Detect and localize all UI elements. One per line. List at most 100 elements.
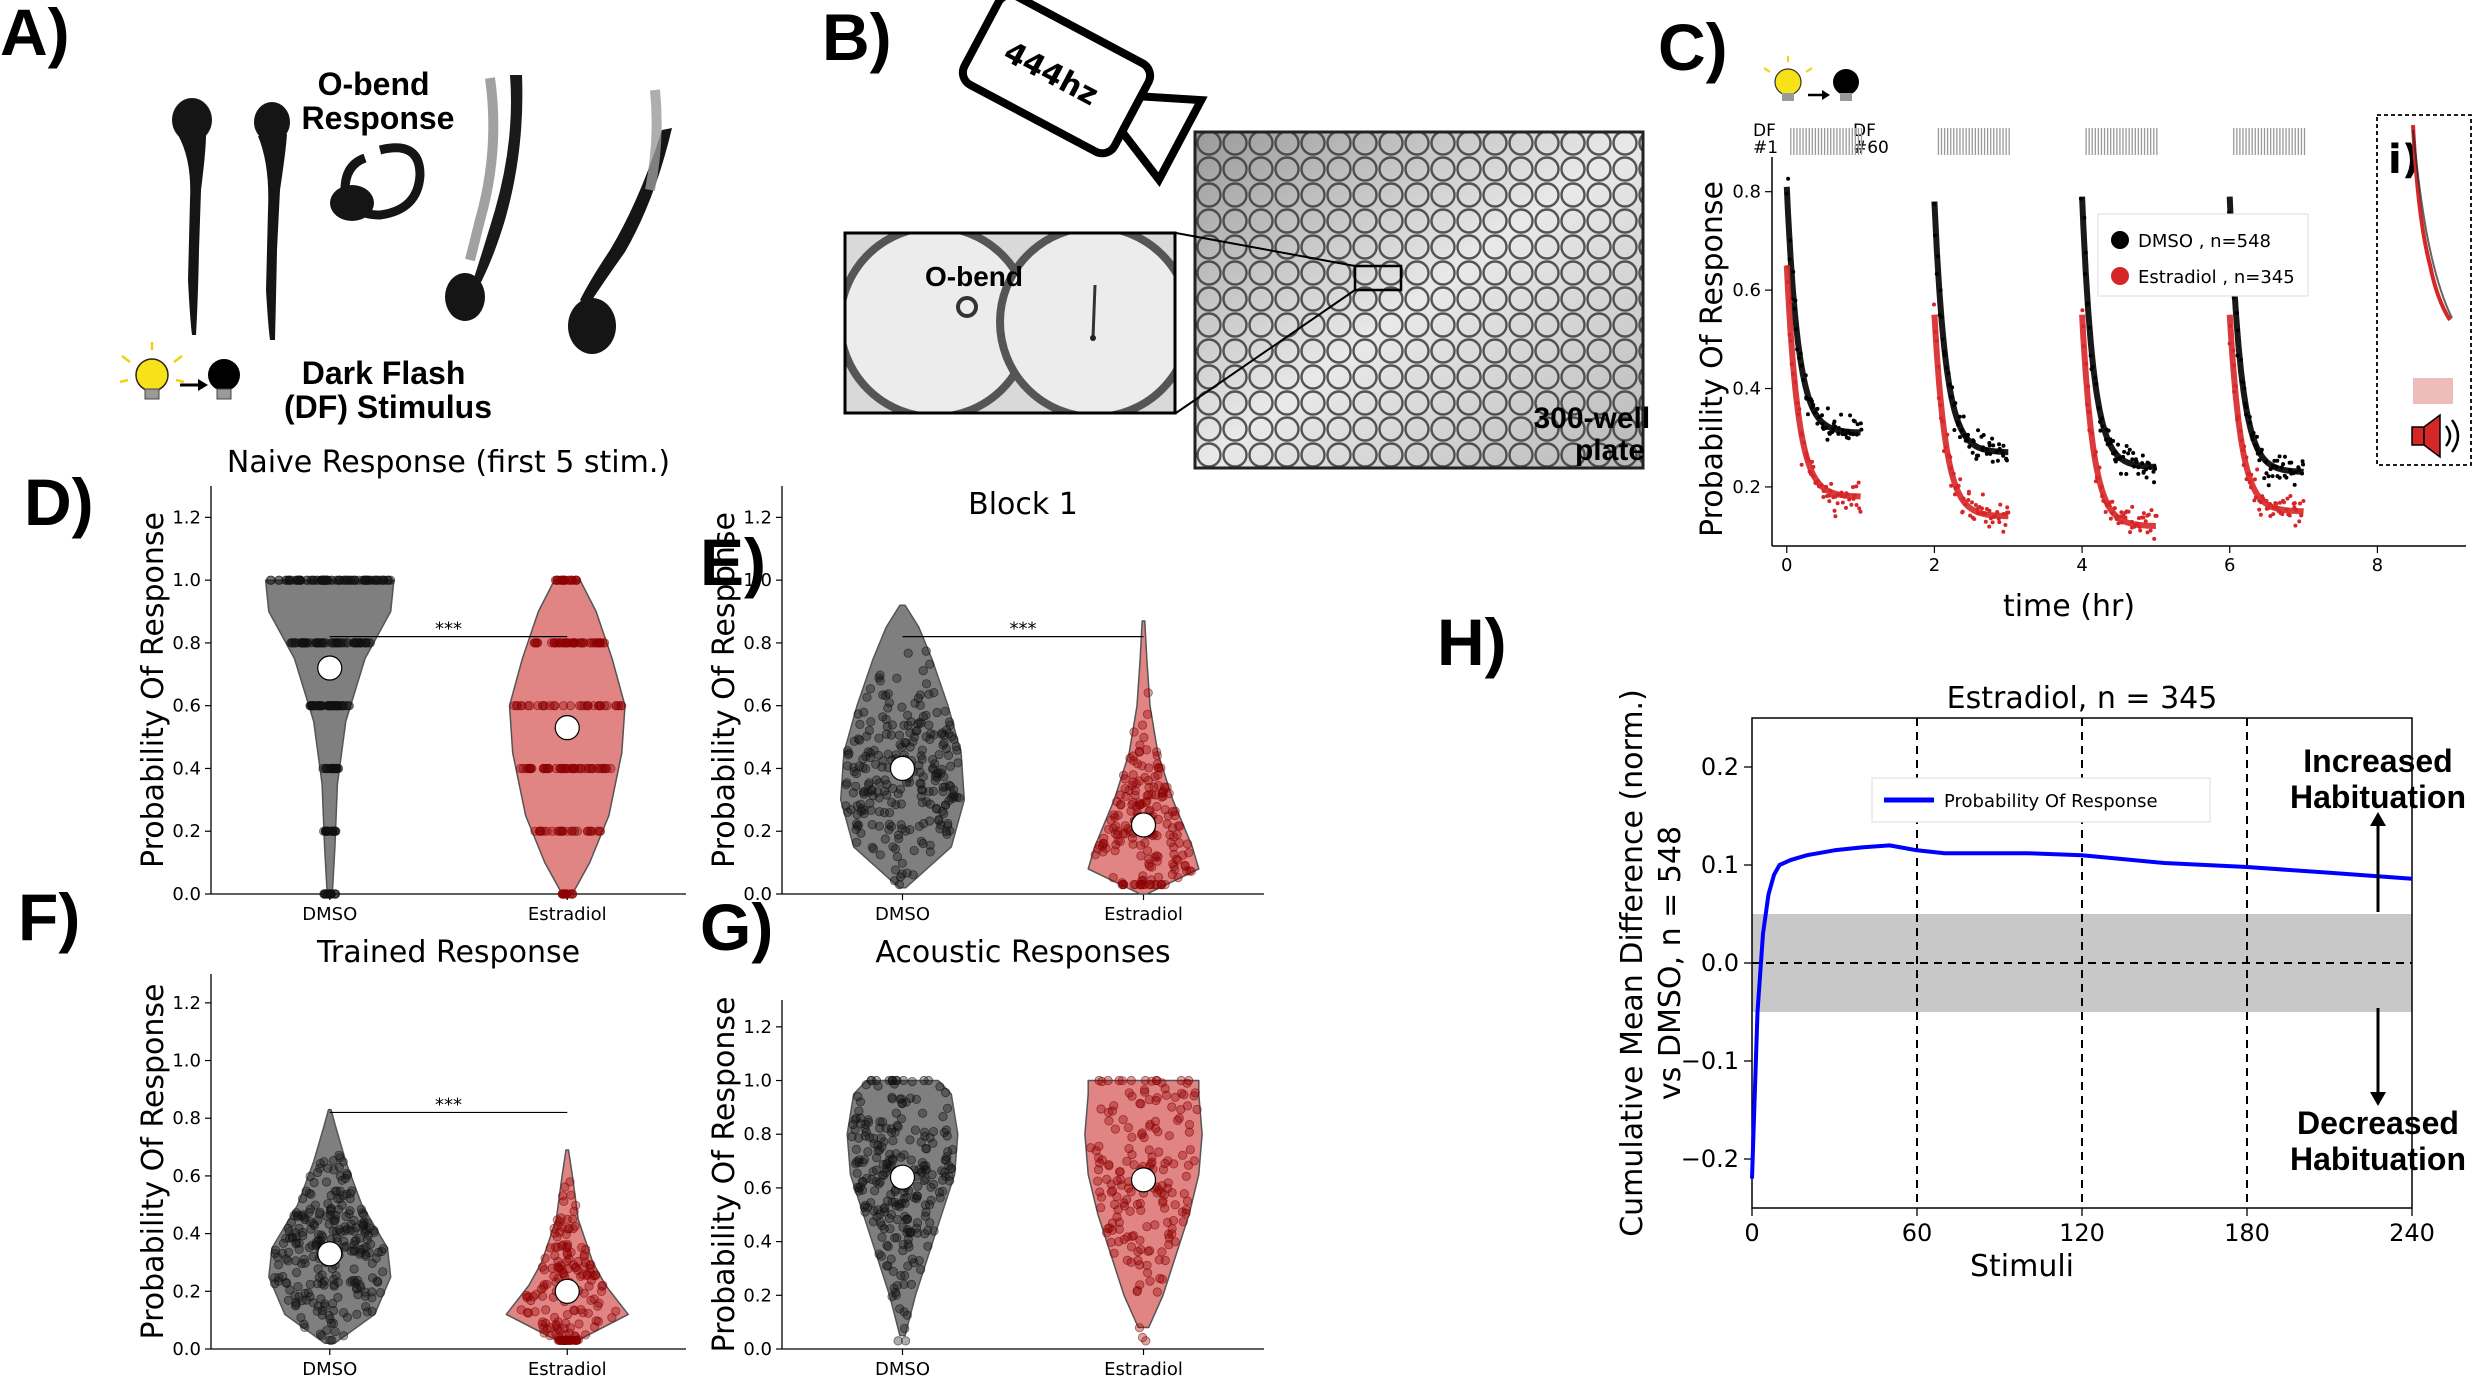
panel-h-letter: H): [1437, 605, 1507, 679]
data-point: [897, 702, 907, 712]
data-point: [1108, 872, 1118, 883]
data-point: [1981, 433, 1986, 438]
data-point: [2262, 476, 2267, 481]
data-point: [1154, 1255, 1164, 1265]
data-point: [557, 889, 567, 899]
data-point: [1104, 1116, 1114, 1126]
data-point: [565, 701, 575, 711]
data-point: [886, 730, 896, 740]
data-point: [1133, 1247, 1143, 1257]
arrow-head-icon: [1822, 90, 1830, 100]
data-point: [566, 638, 577, 648]
panel-e-letter: E): [700, 525, 766, 599]
data-point: [2297, 519, 2302, 524]
data-point: [579, 701, 590, 711]
data-point: [1144, 1145, 1154, 1155]
data-point: [939, 1167, 949, 1177]
data-point: [593, 1316, 603, 1327]
y-tick-label: 0.4: [1732, 379, 1761, 400]
data-point: [1115, 836, 1126, 847]
data-point: [1976, 428, 1981, 433]
data-point: [900, 1270, 910, 1281]
data-point: [1137, 720, 1148, 730]
data-point: [364, 1248, 374, 1258]
data-point: [2143, 519, 2148, 524]
violin-panel-g: Acoustic Responses 0.0 0.2 0.4 0.6 0.8 1.0 1.2P…: [707, 935, 1264, 1380]
data-point: [2282, 500, 2287, 505]
plate-label: 300-well plate: [1533, 402, 1658, 467]
y-tick-label: 0.0: [1701, 949, 1739, 977]
data-point: [899, 720, 909, 731]
arrow-head-icon: [198, 379, 208, 391]
data-point: [574, 638, 585, 648]
x-tick-label: 0: [1744, 1219, 1759, 1247]
data-point: [928, 1179, 939, 1190]
data-point: [947, 1145, 958, 1155]
data-point: [1969, 500, 1974, 505]
data-point: [321, 1177, 332, 1187]
data-point: [369, 575, 379, 585]
data-point: [909, 845, 919, 856]
panel-a-letter: A): [0, 0, 70, 69]
data-point: [903, 1261, 913, 1271]
significance-label: ***: [435, 1094, 462, 1115]
data-point: [1123, 1123, 1134, 1133]
data-point: [571, 575, 582, 585]
data-point: [899, 1150, 909, 1160]
data-point: [555, 826, 566, 836]
data-point: [1997, 520, 2002, 525]
y-tick-label: 0.8: [743, 633, 772, 654]
data-point: [891, 1290, 901, 1300]
data-point: [846, 805, 856, 815]
data-point: [925, 1218, 935, 1228]
panel-b-letter: B): [822, 0, 892, 74]
data-point: [1096, 1104, 1106, 1114]
data-point: [1109, 1101, 1119, 1111]
y-tick-label: 0.2: [172, 1281, 201, 1302]
data-point: [1154, 1147, 1164, 1157]
data-point: [2144, 475, 2149, 480]
series-line: [1931, 201, 2010, 456]
data-point: [1827, 499, 1832, 504]
data-point: [1819, 413, 1824, 418]
series-line: [2079, 314, 2158, 529]
data-point: [2141, 515, 2146, 520]
data-point: [284, 575, 295, 585]
camera-icon: 444hz: [958, 0, 1208, 187]
data-point: [911, 1223, 922, 1233]
data-point: [1150, 771, 1160, 782]
data-point: [1140, 772, 1150, 783]
data-point: [1172, 830, 1182, 840]
data-point: [355, 1233, 365, 1243]
data-point: [566, 575, 577, 585]
data-point: [342, 1312, 353, 1322]
data-point: [1160, 1158, 1170, 1169]
y-tick-label: 0.2: [743, 1285, 772, 1306]
data-point: [892, 1120, 902, 1131]
data-point: [1192, 1104, 1202, 1115]
data-point: [2277, 500, 2282, 505]
data-point: [935, 824, 945, 834]
data-point: [326, 1206, 336, 1216]
data-point: [534, 826, 544, 836]
data-point: [2110, 499, 2115, 504]
violin-body: [264, 579, 395, 895]
data-point: [888, 1075, 898, 1086]
data-point: [892, 1233, 902, 1243]
data-point: [1952, 428, 1957, 433]
data-point: [270, 1248, 280, 1259]
data-point: [1973, 503, 1978, 508]
y-axis-label-line: vs DMSO, n = 548: [1653, 826, 1688, 1100]
data-point: [2126, 509, 2131, 514]
data-point: [925, 840, 935, 850]
y-tick-label: 1.0: [743, 570, 772, 591]
data-point: [521, 1290, 532, 1301]
data-point: [918, 772, 928, 782]
data-point: [1972, 516, 1977, 521]
data-point: [923, 1241, 933, 1251]
data-point: [1987, 508, 1992, 513]
data-point: [862, 1173, 872, 1184]
data-point: [330, 889, 340, 899]
data-point: [1960, 509, 1965, 514]
violin-panel-d: Naive Response (first 5 stim.) 0.0 0.2 0.4 0…: [136, 445, 686, 925]
